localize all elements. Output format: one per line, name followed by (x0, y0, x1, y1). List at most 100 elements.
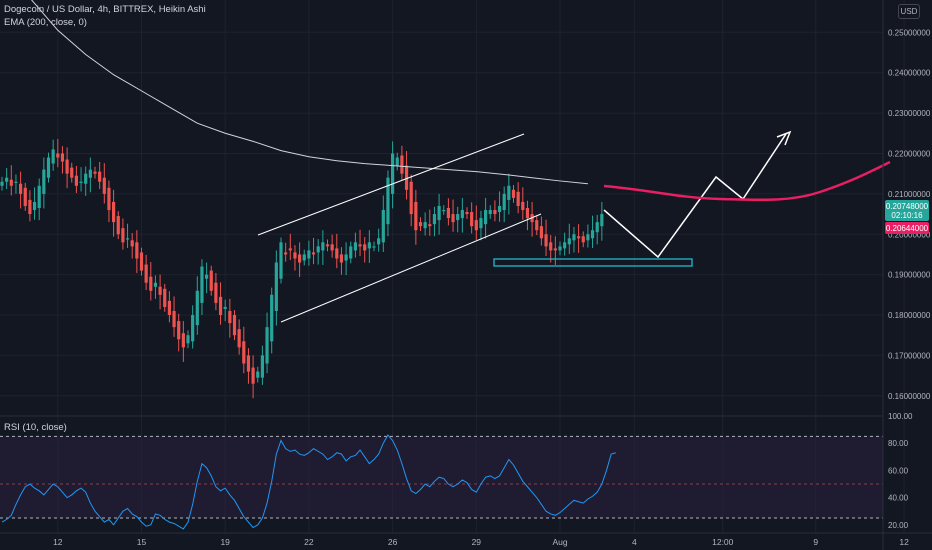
candle-body (465, 212, 469, 215)
candle-body (525, 208, 530, 219)
candle-body (428, 224, 432, 227)
candle-body (121, 228, 125, 243)
channel-upper-line[interactable] (257, 133, 525, 236)
price-tick-label: 0.17000000 (888, 351, 931, 360)
candle-body (293, 252, 297, 259)
candle-body (260, 355, 264, 378)
candle-body (418, 222, 423, 227)
candle-body (391, 153, 395, 194)
candle-body (98, 171, 102, 182)
projection-path[interactable] (603, 133, 787, 259)
candle-body (298, 254, 302, 263)
candle-body (539, 226, 543, 239)
candle-body (88, 169, 92, 178)
candle-body (265, 327, 269, 364)
candle-body (544, 234, 548, 247)
rsi-legend[interactable]: RSI (10, close) (4, 422, 67, 433)
candle-body (567, 238, 571, 245)
candle-body (135, 242, 139, 259)
time-tick-label: 12 (53, 537, 63, 547)
candle-body (172, 310, 176, 328)
candle-body (321, 242, 325, 251)
candle-body (251, 367, 255, 384)
candle-body (507, 185, 511, 200)
candle-body (79, 181, 83, 183)
rsi-layer (0, 434, 883, 530)
candle-body (186, 335, 190, 344)
candle-body (246, 355, 251, 372)
time-tick-label: 15 (137, 537, 147, 547)
candle-body (307, 250, 311, 259)
candle-body (256, 371, 260, 378)
candle-body (572, 234, 576, 241)
candle-body (349, 246, 353, 259)
candle-body (395, 157, 399, 166)
candle-body (595, 222, 599, 233)
trend-drawings[interactable] (257, 130, 891, 323)
price-tags: 0.20748000 02:10:16 0.20644000 (885, 200, 929, 234)
rsi-line (1, 434, 616, 530)
candle-body (205, 274, 209, 279)
candle-body (177, 321, 181, 340)
time-tick-label: 19 (220, 537, 230, 547)
candle-body (56, 153, 60, 158)
candle-body (446, 208, 450, 219)
candle-body (153, 282, 158, 287)
candle-body (5, 177, 9, 182)
candle-body (65, 159, 69, 174)
ema-layer (30, 0, 588, 185)
candle-body (484, 210, 488, 225)
time-tick-label: 12:00 (712, 537, 734, 547)
candle-body (125, 238, 130, 240)
candle-body (409, 181, 413, 215)
candle-body (149, 276, 153, 291)
candle-body (195, 290, 199, 326)
candle-body (228, 310, 232, 324)
candle-body (437, 205, 441, 221)
candle-body (74, 175, 78, 186)
candle-body (432, 214, 437, 225)
rsi-tick-label: 80.00 (888, 439, 909, 448)
symbol-legend[interactable]: Dogecoin / US Dollar, 4h, BITTREX, Heiki… (4, 4, 206, 15)
candle-body (535, 220, 539, 231)
candle-body (344, 254, 348, 261)
candle-body (479, 218, 483, 229)
ema-legend[interactable]: EMA (200, close, 0) (4, 17, 87, 28)
time-tick-label: 22 (304, 537, 314, 547)
candle-body (116, 216, 120, 235)
candle-body (46, 157, 51, 178)
candle-body (511, 189, 516, 198)
rsi-tick-label: 20.00 (888, 521, 909, 530)
candle-body (451, 214, 455, 223)
candle-body (386, 177, 390, 225)
channel-lower-line[interactable] (280, 213, 542, 323)
candle-body (158, 286, 162, 295)
price-tick-label: 0.22000000 (888, 149, 931, 158)
candle-body (130, 240, 134, 247)
candle-body (144, 264, 148, 283)
candle-body (502, 193, 506, 211)
candle-body (493, 210, 497, 215)
time-tick-label: 12 (899, 537, 909, 547)
candle-body (363, 244, 367, 251)
candle-body (577, 236, 581, 239)
support-box[interactable] (493, 258, 693, 267)
rsi-zone (0, 436, 883, 519)
candle-body (112, 201, 116, 223)
forecast-curve[interactable] (603, 160, 891, 202)
currency-badge[interactable]: USD (898, 4, 920, 19)
candle-body (163, 288, 167, 307)
candles[interactable] (0, 138, 604, 399)
candle-body (353, 242, 357, 251)
candle-body (191, 315, 195, 342)
candle-body (84, 173, 88, 184)
candle-body (488, 210, 492, 215)
candle-body (367, 242, 371, 249)
candle-body (381, 210, 385, 243)
candle-body (302, 254, 306, 261)
candle-body (284, 252, 288, 255)
candle-body (558, 246, 562, 251)
candle-body (28, 199, 32, 215)
